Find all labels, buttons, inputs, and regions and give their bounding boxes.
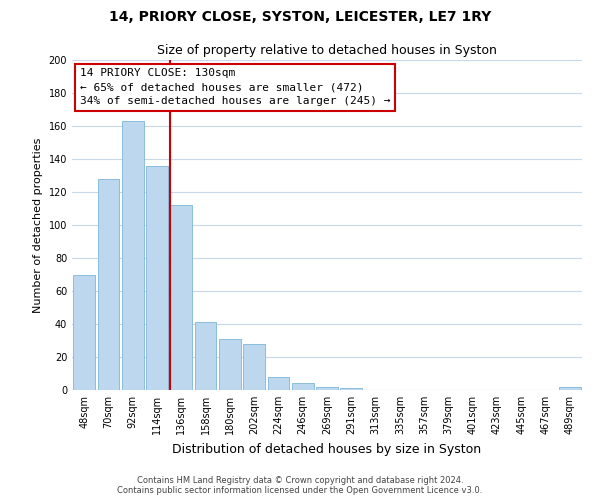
Y-axis label: Number of detached properties: Number of detached properties: [33, 138, 43, 312]
Bar: [268, 377, 289, 390]
Bar: [292, 384, 314, 390]
Bar: [194, 322, 217, 390]
Bar: [340, 388, 362, 390]
Title: Size of property relative to detached houses in Syston: Size of property relative to detached ho…: [157, 44, 497, 58]
Bar: [122, 121, 143, 390]
Text: 14, PRIORY CLOSE, SYSTON, LEICESTER, LE7 1RY: 14, PRIORY CLOSE, SYSTON, LEICESTER, LE7…: [109, 10, 491, 24]
Text: Contains HM Land Registry data © Crown copyright and database right 2024.
Contai: Contains HM Land Registry data © Crown c…: [118, 476, 482, 495]
Text: 14 PRIORY CLOSE: 130sqm
← 65% of detached houses are smaller (472)
34% of semi-d: 14 PRIORY CLOSE: 130sqm ← 65% of detache…: [80, 68, 390, 106]
Bar: [97, 179, 119, 390]
Bar: [316, 386, 338, 390]
Bar: [170, 205, 192, 390]
Bar: [219, 339, 241, 390]
Bar: [243, 344, 265, 390]
Bar: [73, 274, 95, 390]
X-axis label: Distribution of detached houses by size in Syston: Distribution of detached houses by size …: [172, 442, 482, 456]
Bar: [146, 166, 168, 390]
Bar: [559, 386, 581, 390]
